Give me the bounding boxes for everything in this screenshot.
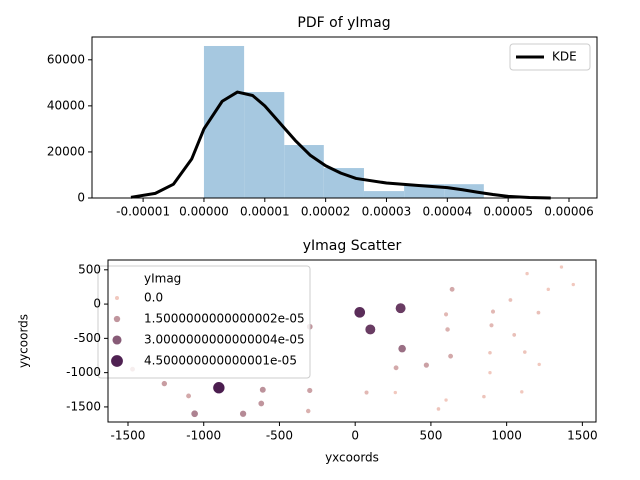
x-tick-label: 0.00000 xyxy=(179,205,229,219)
legend-label: 3.0000000000000004e-05 xyxy=(144,333,305,347)
scatter-point xyxy=(481,394,487,400)
scatter-point xyxy=(507,297,513,303)
scatter-point xyxy=(443,311,449,318)
y-tick-label: -1000 xyxy=(66,365,101,379)
scatter-point xyxy=(185,392,192,399)
scatter-point xyxy=(305,408,312,414)
y-tick-label: 0 xyxy=(77,191,85,205)
chart-title: PDF of yImag xyxy=(297,15,390,31)
scatter-point xyxy=(257,400,265,407)
scatter-point xyxy=(447,353,454,360)
scatter-point xyxy=(444,326,451,333)
legend-label: 0.0 xyxy=(144,291,163,305)
x-tick-label: 0.00004 xyxy=(423,205,473,219)
legend-label: 1.5000000000000002e-05 xyxy=(144,312,305,326)
scatter-point xyxy=(353,306,366,319)
scatter-point xyxy=(522,349,528,355)
hist-bar xyxy=(323,168,364,198)
scatter-point xyxy=(443,397,449,403)
y-tick-label: -1500 xyxy=(66,399,101,413)
legend-marker xyxy=(115,296,119,300)
scatter-point xyxy=(519,389,525,395)
x-tick-label: 0.00003 xyxy=(362,205,412,219)
legend-marker xyxy=(112,335,122,345)
legend-marker xyxy=(111,355,123,367)
legend-label: 4.500000000000001e-05 xyxy=(144,354,297,368)
scatter-point xyxy=(524,271,530,276)
scatter-point xyxy=(393,390,398,395)
hist-bar xyxy=(284,145,324,198)
scatter-point xyxy=(161,380,168,387)
x-tick-label: 0 xyxy=(351,429,359,443)
legend-label: KDE xyxy=(552,50,577,64)
scatter-point xyxy=(487,350,493,356)
scatter-point xyxy=(364,323,376,336)
scatter-point xyxy=(545,287,551,292)
hist-bar xyxy=(244,92,285,198)
y-tick-label: 40000 xyxy=(47,98,85,112)
scatter-point xyxy=(212,381,226,395)
scatter-point xyxy=(570,282,576,287)
x-tick-label: 0.00006 xyxy=(544,205,594,219)
x-tick-label: 1500 xyxy=(567,429,598,443)
scatter-point xyxy=(423,361,430,369)
kde-line xyxy=(130,90,551,200)
legend-title: yImag xyxy=(144,272,181,286)
scatter-point xyxy=(436,406,441,412)
scatter-point xyxy=(395,302,407,314)
scatter-point xyxy=(190,409,199,418)
x-tick-label: -500 xyxy=(266,429,293,443)
scatter-point xyxy=(239,410,247,418)
scatter-point xyxy=(397,344,407,354)
y-tick-label: 0 xyxy=(93,297,101,311)
scatter-point xyxy=(511,332,517,338)
scatter-point xyxy=(259,386,267,394)
scatter-point xyxy=(363,389,370,396)
x-tick-label: -0.00001 xyxy=(116,205,170,219)
scatter-point xyxy=(487,370,493,375)
scatter-point xyxy=(449,286,456,293)
legend-marker xyxy=(113,315,121,323)
x-tick-label: 1000 xyxy=(491,429,522,443)
y-tick-label: 60000 xyxy=(47,52,85,66)
x-tick-label: -1500 xyxy=(111,429,146,443)
scatter-point xyxy=(535,310,541,316)
x-tick-label: 0.00005 xyxy=(483,205,533,219)
scatter-point xyxy=(306,387,313,394)
y-tick-label: 500 xyxy=(78,262,101,276)
y-tick-label: 20000 xyxy=(47,144,85,158)
hist-bar xyxy=(363,191,405,198)
x-tick-label: 500 xyxy=(419,429,442,443)
y-tick-label: -500 xyxy=(74,331,101,345)
scatter-point xyxy=(393,364,400,371)
chart-title: yImag Scatter xyxy=(303,238,402,254)
axes-frame xyxy=(107,259,597,423)
hist-bar xyxy=(203,45,245,198)
x-tick-label: 0.00001 xyxy=(240,205,290,219)
y-axis-label: yycoords xyxy=(17,314,31,368)
x-tick-label: -1000 xyxy=(186,429,221,443)
scatter-point xyxy=(559,264,564,270)
scatter-point xyxy=(488,322,495,328)
scatter-point xyxy=(490,308,496,315)
legend-box xyxy=(509,43,591,71)
x-axis-label: yxcoords xyxy=(325,451,379,465)
x-tick-label: 0.00002 xyxy=(301,205,351,219)
scatter-point xyxy=(536,362,542,367)
axes-frame xyxy=(91,36,598,199)
legend-box xyxy=(97,265,311,379)
